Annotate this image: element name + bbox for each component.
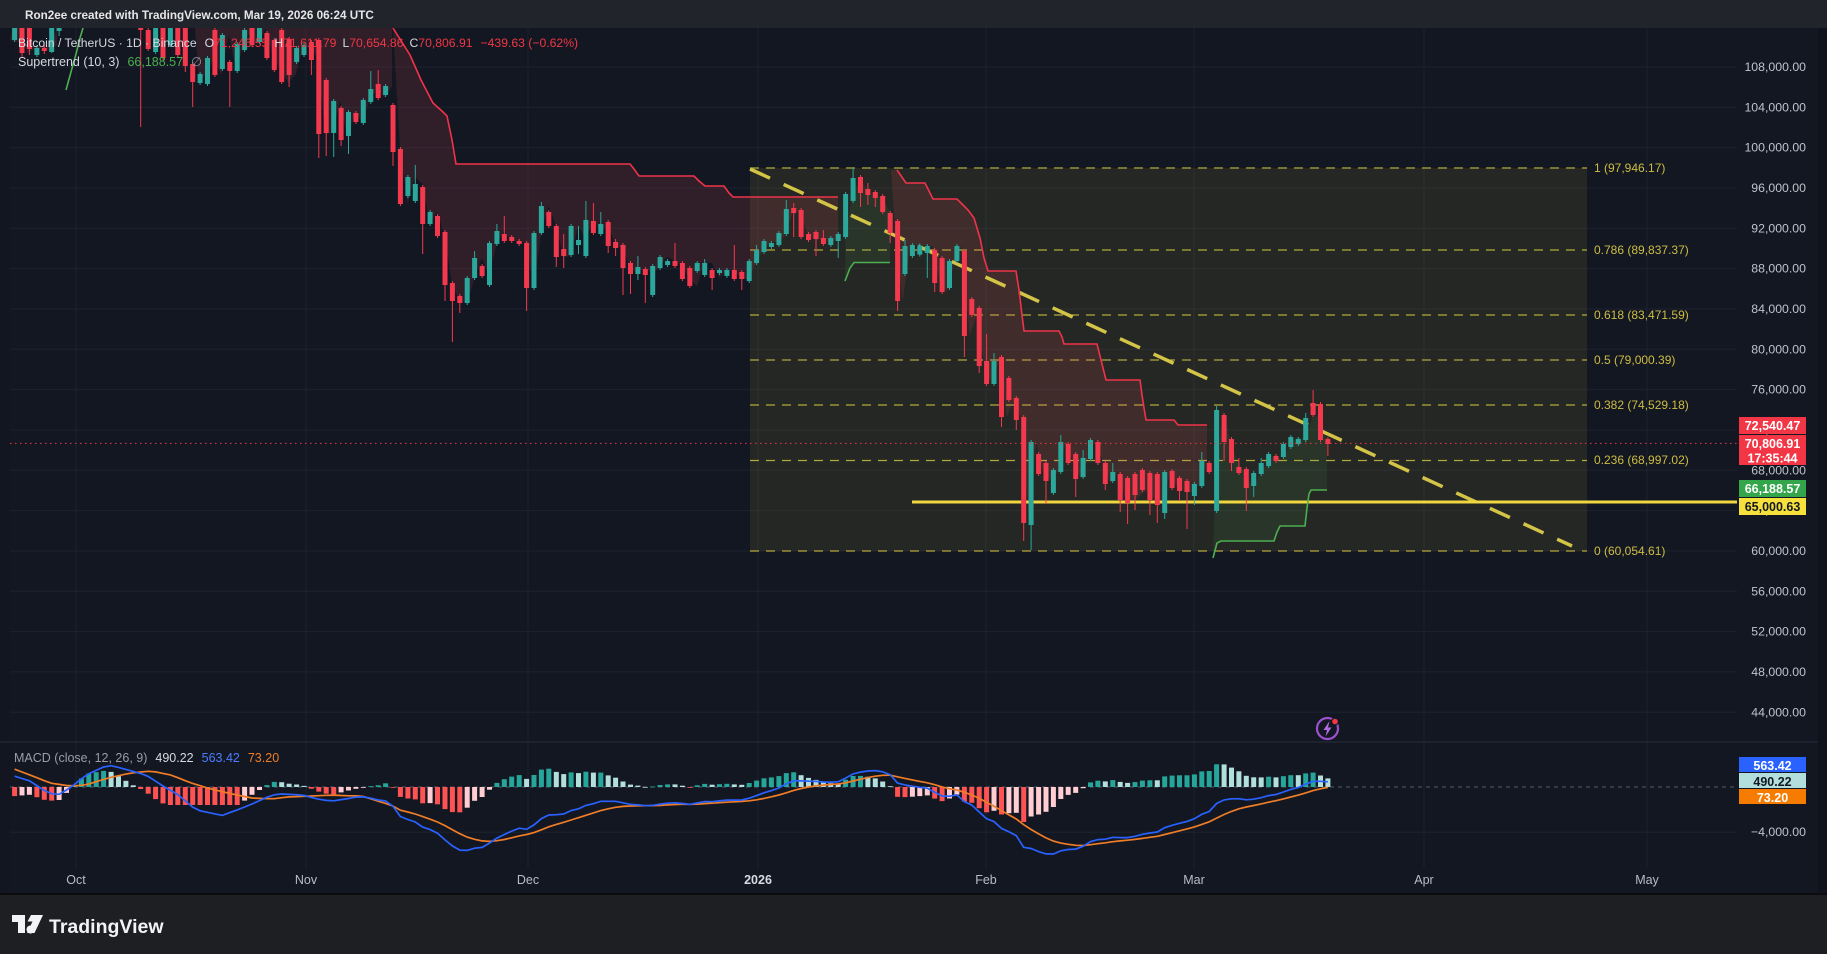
svg-text:Mar: Mar: [1183, 873, 1205, 887]
svg-text:0.382 (74,529.18): 0.382 (74,529.18): [1594, 398, 1689, 412]
svg-text:65,000.63: 65,000.63: [1745, 500, 1801, 514]
svg-text:60,000.00: 60,000.00: [1751, 544, 1806, 558]
svg-text:Feb: Feb: [975, 873, 997, 887]
svg-text:72,540.47: 72,540.47: [1745, 419, 1801, 433]
svg-text:2026: 2026: [744, 873, 772, 887]
svg-text:490.22: 490.22: [1753, 775, 1791, 789]
svg-text:Ron2ee created with TradingVie: Ron2ee created with TradingView.com, Mar…: [25, 9, 374, 22]
svg-text:17:35:44: 17:35:44: [1747, 452, 1797, 466]
svg-text:0.618 (83,471.59): 0.618 (83,471.59): [1594, 308, 1689, 322]
svg-text:66,188.57: 66,188.57: [1745, 482, 1801, 496]
svg-text:80,000.00: 80,000.00: [1751, 342, 1806, 356]
svg-text:100,000.00: 100,000.00: [1744, 141, 1806, 155]
svg-text:1 (97,946.17): 1 (97,946.17): [1594, 161, 1665, 175]
svg-text:52,000.00: 52,000.00: [1751, 625, 1806, 639]
svg-text:0 (60,054.61): 0 (60,054.61): [1594, 544, 1665, 558]
svg-text:88,000.00: 88,000.00: [1751, 262, 1806, 276]
svg-text:Dec: Dec: [517, 873, 539, 887]
svg-text:Nov: Nov: [295, 873, 318, 887]
svg-text:Apr: Apr: [1414, 873, 1433, 887]
svg-text:Supertrend (10, 3)66,188.57∅: Supertrend (10, 3) 66,188.57 ∅: [18, 55, 202, 69]
svg-text:44,000.00: 44,000.00: [1751, 705, 1806, 719]
svg-text:−4,000.00: −4,000.00: [1751, 825, 1806, 839]
svg-text:Bitcoin / TetherUS · 1D · Bina: Bitcoin / TetherUS · 1D · Binance O71,246…: [18, 36, 578, 50]
svg-text:92,000.00: 92,000.00: [1751, 221, 1806, 235]
svg-text:0.5 (79,000.39): 0.5 (79,000.39): [1594, 353, 1675, 367]
svg-text:0.236 (68,997.02): 0.236 (68,997.02): [1594, 453, 1689, 467]
svg-text:56,000.00: 56,000.00: [1751, 584, 1806, 598]
svg-text:84,000.00: 84,000.00: [1751, 302, 1806, 316]
svg-text:563.42: 563.42: [1753, 759, 1791, 773]
svg-text:48,000.00: 48,000.00: [1751, 665, 1806, 679]
svg-text:76,000.00: 76,000.00: [1751, 383, 1806, 397]
svg-text:MACD (close, 12, 26, 9)490.225: MACD (close, 12, 26, 9) 490.22 563.42 73.20: [14, 751, 279, 765]
svg-text:108,000.00: 108,000.00: [1744, 60, 1806, 74]
svg-text:104,000.00: 104,000.00: [1744, 100, 1806, 114]
svg-text:TradingView: TradingView: [49, 916, 164, 938]
svg-text:May: May: [1635, 873, 1659, 887]
svg-text:96,000.00: 96,000.00: [1751, 181, 1806, 195]
svg-text:68,000.00: 68,000.00: [1751, 463, 1806, 477]
svg-text:73.20: 73.20: [1757, 791, 1788, 805]
svg-text:70,806.91: 70,806.91: [1745, 437, 1801, 451]
svg-text:0.786 (89,837.37): 0.786 (89,837.37): [1594, 243, 1689, 257]
svg-text:Oct: Oct: [66, 873, 86, 887]
